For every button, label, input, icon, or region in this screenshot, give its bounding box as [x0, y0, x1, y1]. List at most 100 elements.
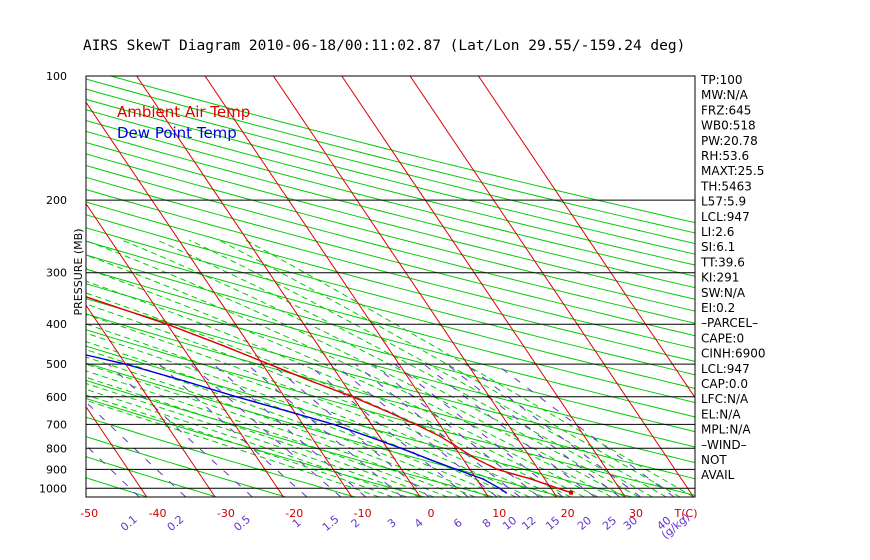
y-tick-label: 300 [46, 267, 67, 280]
mixing-ratio-label: 1.5 [320, 513, 342, 534]
moist-adiabat [86, 356, 476, 497]
y-tick-label: 500 [46, 358, 67, 371]
dewpoint-point [482, 478, 485, 480]
legend-dew-point-temp: Dew Point Temp [117, 124, 237, 142]
mixing-ratio-line [307, 363, 469, 497]
dry-adiabat [86, 329, 695, 496]
isotherm [86, 202, 284, 497]
isotherm [86, 304, 216, 497]
mixing-ratio-line [86, 401, 187, 497]
dry-adiabat [86, 227, 695, 389]
dewpoint-point [184, 380, 186, 383]
bottom-unit-label: T(C) [674, 507, 698, 520]
stability-index: NOT [701, 453, 727, 467]
bottom-tick-label: 20 [561, 507, 575, 520]
bottom-tick-label: -20 [285, 507, 303, 520]
stability-index: MAXT:25.5 [701, 164, 764, 178]
mixing-ratio-label: 0.1 [118, 513, 140, 534]
moist-adiabat [245, 239, 694, 497]
temperature-point [556, 487, 559, 490]
y-axis-label: PRESSURE (MB) [72, 229, 85, 316]
dry-adiabat [86, 283, 695, 448]
temperature-point [530, 478, 533, 480]
stability-index: LCL:947 [701, 362, 750, 376]
dry-adiabat [86, 240, 695, 404]
stability-index: FRZ:645 [701, 103, 751, 117]
isotherm [272, 76, 558, 497]
stability-index: PW:20.78 [701, 134, 758, 148]
y-tick-label: 900 [46, 463, 67, 476]
dry-adiabat [0, 76, 14, 499]
moist-adiabat [86, 313, 544, 497]
dewpoint-point [124, 363, 127, 366]
isotherm [409, 76, 695, 497]
dewpoint-point [498, 487, 501, 490]
mixing-ratio-line [86, 444, 140, 497]
moist-adiabat [86, 370, 448, 497]
bottom-tick-label: 0 [427, 507, 434, 520]
stability-index: RH:53.6 [701, 149, 749, 163]
mixing-ratio-line [446, 363, 621, 497]
mixing-ratio-line [372, 363, 540, 497]
isotherm [478, 76, 695, 399]
temperature-point [440, 435, 442, 438]
y-tick-label: 600 [46, 391, 67, 404]
bottom-tick-label: -50 [80, 507, 98, 520]
temperature-point [414, 423, 417, 426]
dry-adiabat [86, 298, 695, 464]
moist-adiabat [189, 239, 667, 497]
mixing-ratio-line [213, 363, 367, 497]
dewpoint-point [235, 395, 238, 398]
moist-adiabat [86, 363, 462, 497]
temperature-line [86, 296, 572, 494]
isotherm [341, 76, 626, 497]
temperature-point [95, 299, 98, 302]
temperature-point [221, 344, 224, 347]
stability-index: L57:5.9 [701, 195, 746, 209]
temperature-point [15, 272, 17, 274]
dry-adiabat [86, 141, 695, 300]
moist-adiabat [86, 382, 421, 497]
mixing-ratio-label: 4 [412, 516, 426, 530]
legend: Ambient Air Temp Dew Point Temp [117, 103, 250, 142]
moist-adiabat [86, 268, 599, 497]
isotherm [136, 76, 421, 497]
stability-index: LCL:947 [701, 210, 750, 224]
stability-index: SI:6.1 [701, 240, 735, 254]
mixing-ratio-label: 3 [385, 516, 399, 530]
moist-adiabat [218, 239, 681, 497]
temperature-point [475, 458, 478, 461]
stability-index: TH:5463 [700, 179, 752, 193]
dry-adiabat [86, 130, 695, 289]
legend-ambient-air-temp: Ambient Air Temp [117, 103, 250, 121]
mixing-ratio-label: 15 [543, 514, 562, 533]
temperature-point [166, 323, 169, 326]
dry-adiabat [86, 164, 695, 324]
moist-adiabat [86, 280, 585, 497]
temperature-point [496, 468, 499, 471]
mixing-ratio-label: 6 [451, 516, 465, 530]
dry-adiabat [86, 176, 695, 337]
y-tick-label: 400 [46, 318, 67, 331]
dewpoint-point [368, 435, 371, 438]
stability-index: AVAIL [701, 468, 735, 482]
sounding-series [15, 272, 574, 495]
surface-marker [569, 490, 574, 495]
mixing-ratio-line [246, 363, 403, 497]
dry-adiabat [86, 214, 695, 376]
stability-index: CAP:0.0 [701, 377, 748, 391]
dewpoint-point [44, 344, 46, 346]
mixing-ratio-line [271, 363, 430, 497]
isotherm [0, 76, 78, 497]
isobar-lines [86, 199, 695, 489]
isotherm [204, 76, 489, 497]
stability-index: EI:0.2 [701, 301, 735, 315]
y-tick-label: 100 [46, 70, 67, 83]
stability-index: CAPE:0 [701, 331, 744, 345]
mixing-ratio-line [394, 363, 564, 497]
bottom-tick-label: -40 [149, 507, 167, 520]
stability-index: WB0:518 [701, 119, 756, 133]
stability-index: SW:N/A [701, 286, 746, 300]
